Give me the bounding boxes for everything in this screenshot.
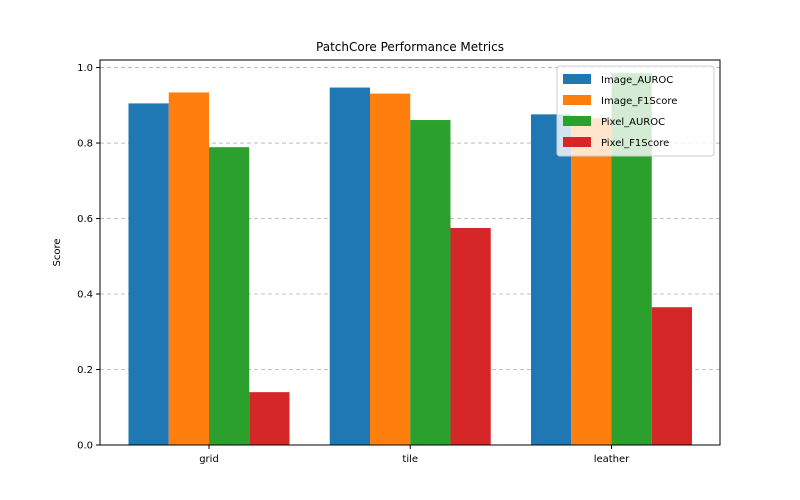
y-tick-label: 0.6 — [77, 214, 93, 225]
legend-label-pixel-f1score: Pixel_F1Score — [601, 138, 669, 149]
bar-tile-pixel-auroc — [410, 120, 451, 445]
bar-grid-pixel-f1score — [249, 392, 290, 445]
legend-swatch-pixel-f1score — [563, 137, 591, 147]
y-tick-label: 0.4 — [77, 290, 93, 301]
y-axis-label: Score — [52, 238, 63, 266]
bar-tile-image-auroc — [329, 87, 370, 445]
y-tick-label: 0.8 — [77, 139, 93, 150]
legend-label-image-auroc: Image_AUROC — [601, 75, 673, 86]
legend: Image_AUROC Image_F1Score Pixel_AUROC Pixel… — [556, 65, 715, 157]
bars — [128, 73, 692, 446]
y-tick-label: 1.0 — [77, 63, 93, 74]
y-axis-ticks: 0.0 0.2 0.4 0.6 0.8 1.0 — [77, 63, 100, 452]
bar-grid-pixel-auroc — [209, 147, 250, 446]
legend-label-image-f1score: Image_F1Score — [601, 96, 677, 107]
x-tick-label-tile: tile — [402, 454, 418, 465]
x-tick-label-leather: leather — [594, 454, 630, 465]
bar-leather-image-auroc — [531, 114, 572, 446]
bar-tile-image-f1score — [370, 93, 411, 445]
y-tick-label: 0.0 — [77, 441, 93, 452]
chart-title: PatchCore Performance Metrics — [316, 40, 504, 54]
x-axis-ticks: grid tile leather — [199, 445, 630, 465]
legend-swatch-image-auroc — [563, 74, 591, 84]
y-tick-label: 0.2 — [77, 365, 93, 376]
bar-grid-image-auroc — [128, 103, 169, 445]
bar-leather-image-f1score — [571, 118, 612, 446]
legend-swatch-image-f1score — [563, 95, 591, 105]
bar-tile-pixel-f1score — [450, 227, 491, 445]
bar-leather-pixel-f1score — [651, 307, 692, 445]
bar-grid-image-f1score — [168, 92, 209, 445]
x-tick-label-grid: grid — [199, 454, 219, 465]
legend-box — [556, 65, 715, 157]
legend-label-pixel-auroc: Pixel_AUROC — [601, 117, 665, 128]
legend-swatch-pixel-auroc — [563, 116, 591, 126]
